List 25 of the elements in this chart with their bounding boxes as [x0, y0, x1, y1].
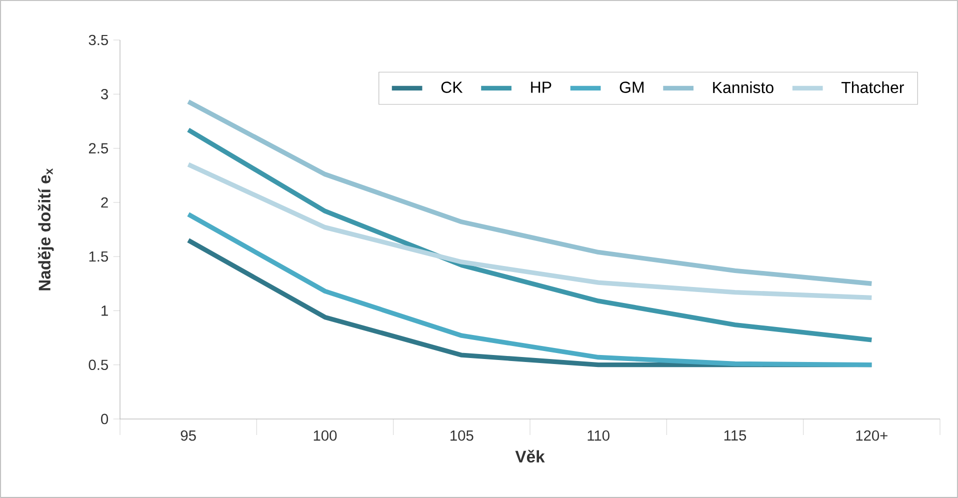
legend-label: Kannisto [713, 81, 774, 94]
y-tick-label: 2.5 [88, 143, 108, 154]
y-axis-title: Naděje dožití e$_{x}$ [38, 168, 54, 290]
x-tick-label: 120+ [856, 430, 888, 441]
line-series [186, 99, 874, 286]
y-tick-label: 0 [101, 414, 108, 424]
line-series [186, 162, 874, 300]
y-tick-label: 1.5 [89, 251, 108, 262]
legend-label: HP [531, 82, 552, 93]
x-tick-label: 95 [180, 430, 196, 441]
x-tick-label: 115 [724, 430, 746, 441]
y-tick-label: 1 [102, 306, 108, 316]
legend-label: Thatcher [841, 81, 904, 94]
y-tick-label: 3.5 [88, 34, 108, 46]
y-tick-label: 3 [101, 88, 108, 100]
line-series [186, 128, 874, 342]
legend-label: GM [620, 82, 644, 93]
line-series [186, 212, 874, 368]
y-tick-label: 2 [101, 197, 108, 208]
x-axis-title: Věk [515, 450, 545, 463]
legend-label: CK [441, 82, 463, 93]
x-tick-label: 105 [450, 430, 474, 441]
x-tick-label: 100 [314, 430, 337, 441]
y-tick-label: 0.5 [88, 360, 108, 370]
x-tick-label: 110 [588, 430, 610, 441]
